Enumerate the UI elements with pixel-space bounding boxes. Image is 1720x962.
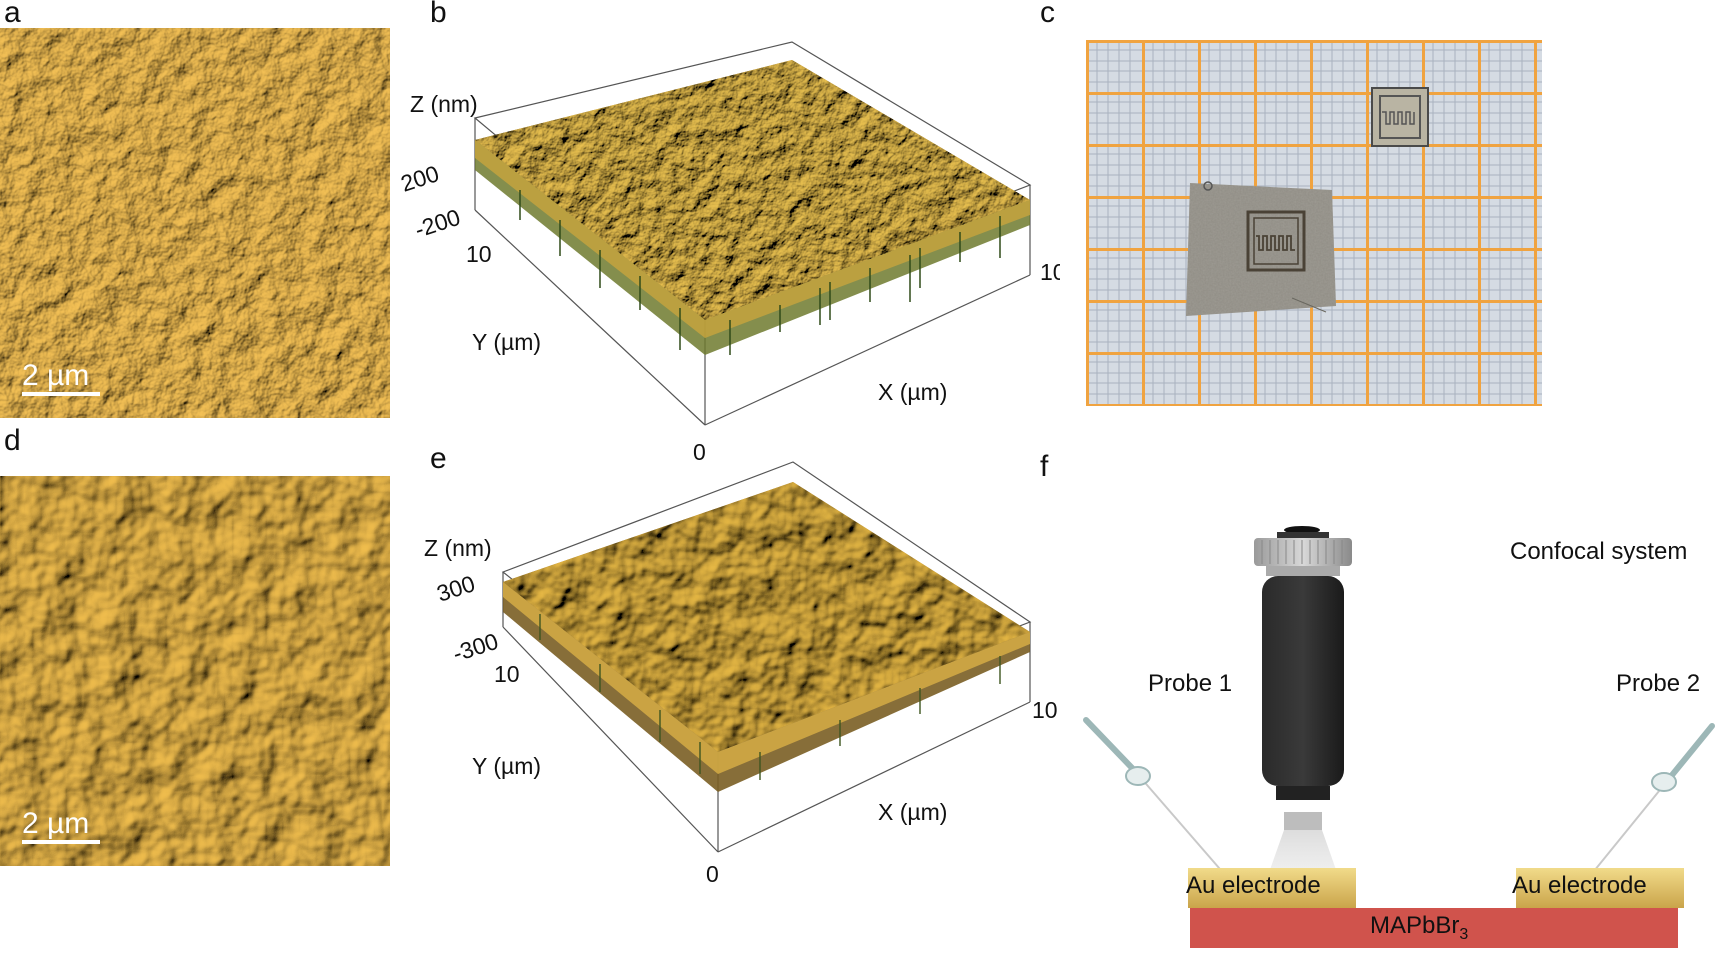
au-electrode-left-label: Au electrode: [1186, 872, 1321, 899]
afm-image-a: 2 µm: [0, 28, 390, 418]
e-y-max: 10: [494, 661, 520, 687]
confocal-system-label: Confocal system: [1510, 538, 1688, 565]
probe-1-label: Probe 1: [1148, 670, 1233, 697]
panel-letter-e: e: [430, 442, 447, 475]
b-z-label: Z (nm): [410, 91, 478, 117]
panel-letter-c: c: [1040, 0, 1055, 29]
b-y-max: 10: [466, 241, 492, 267]
b-origin: 0: [693, 439, 706, 465]
probe-2-label: Probe 2: [1616, 670, 1701, 697]
panel-letter-b: b: [430, 0, 447, 29]
b-x-label: X (µm): [878, 379, 947, 405]
panel-letter-a: a: [4, 0, 21, 29]
scalebar-a: 2 µm: [22, 359, 89, 392]
scalebar-d: 2 µm: [22, 807, 89, 840]
surface-3d-b: Z (nm) 200 -200 10 Y (µm) 10 X (µm) 0: [400, 41, 1060, 465]
panel-letter-d: d: [4, 424, 21, 457]
substrate-label: MAPbBr3: [1370, 912, 1468, 944]
substrate-subscript: 3: [1459, 925, 1469, 943]
b-x-max: 10: [1040, 259, 1060, 285]
e-z-label: Z (nm): [424, 535, 492, 561]
afm-image-d: 2 µm: [0, 476, 390, 866]
b-y-label: Y (µm): [472, 329, 541, 355]
e-origin: 0: [706, 861, 719, 887]
panel-letter-f: f: [1040, 450, 1049, 483]
e-y-label: Y (µm): [472, 753, 541, 779]
e-x-max: 10: [1032, 697, 1058, 723]
e-x-label: X (µm): [878, 799, 947, 825]
surface-3d-e: Z (nm) 300 -300 10 Y (µm) 10 X (µm) 0: [424, 461, 1058, 887]
substrate-formula: MAPbBr: [1370, 912, 1460, 939]
au-electrode-right-label: Au electrode: [1512, 872, 1647, 899]
